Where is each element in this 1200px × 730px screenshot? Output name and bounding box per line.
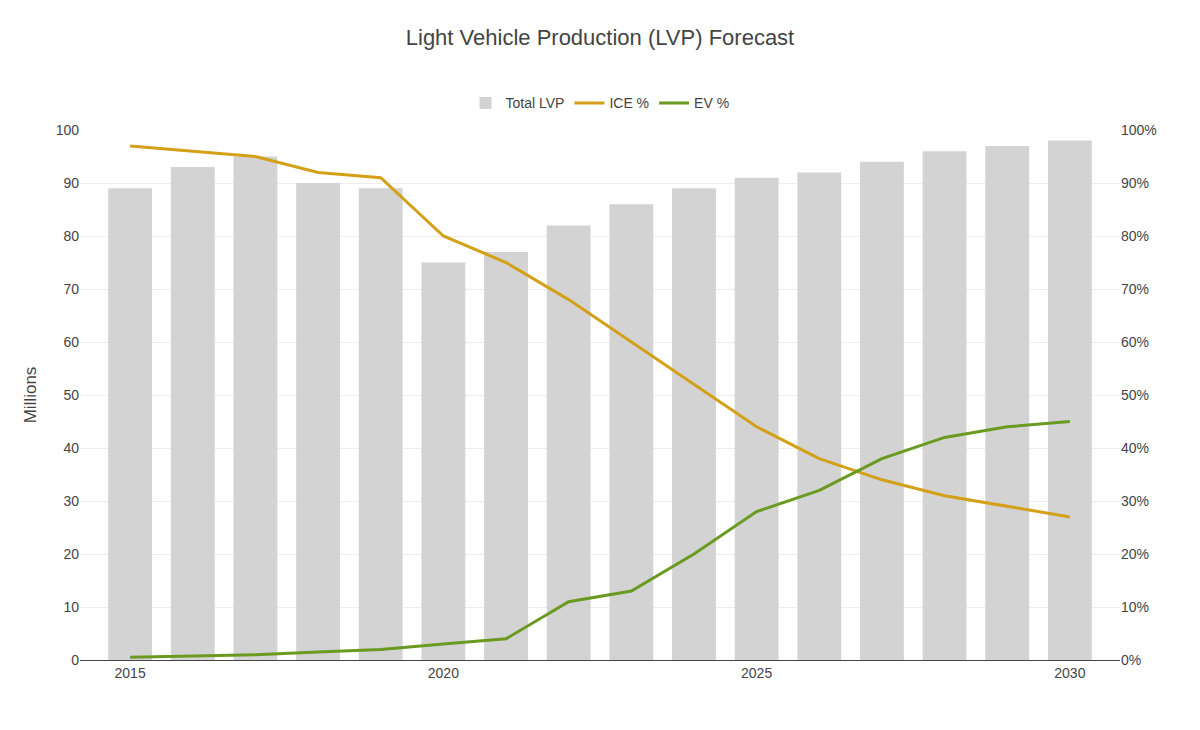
svg-text:100%: 100% <box>1121 122 1157 138</box>
svg-text:60: 60 <box>63 334 79 350</box>
svg-text:30: 30 <box>63 493 79 509</box>
svg-text:Millions: Millions <box>21 367 40 424</box>
svg-text:90: 90 <box>63 175 79 191</box>
svg-text:100: 100 <box>56 122 80 138</box>
svg-text:10: 10 <box>63 599 79 615</box>
svg-text:ICE %: ICE % <box>609 95 649 111</box>
svg-text:70%: 70% <box>1121 281 1149 297</box>
svg-text:70: 70 <box>63 281 79 297</box>
svg-text:10%: 10% <box>1121 599 1149 615</box>
svg-text:2025: 2025 <box>741 665 772 681</box>
svg-text:50: 50 <box>63 387 79 403</box>
svg-text:2020: 2020 <box>428 665 459 681</box>
svg-text:40: 40 <box>63 440 79 456</box>
svg-text:30%: 30% <box>1121 493 1149 509</box>
svg-text:80%: 80% <box>1121 228 1149 244</box>
svg-text:EV %: EV % <box>694 95 729 111</box>
svg-text:Total LVP: Total LVP <box>506 95 565 111</box>
svg-text:2030: 2030 <box>1054 665 1085 681</box>
svg-text:20: 20 <box>63 546 79 562</box>
svg-text:2015: 2015 <box>115 665 146 681</box>
svg-text:80: 80 <box>63 228 79 244</box>
svg-text:40%: 40% <box>1121 440 1149 456</box>
svg-text:90%: 90% <box>1121 175 1149 191</box>
svg-text:60%: 60% <box>1121 334 1149 350</box>
svg-text:0%: 0% <box>1121 652 1141 668</box>
svg-text:Light Vehicle Production (LVP): Light Vehicle Production (LVP) Forecast <box>406 25 794 50</box>
svg-text:50%: 50% <box>1121 387 1149 403</box>
svg-text:20%: 20% <box>1121 546 1149 562</box>
svg-text:0: 0 <box>71 652 79 668</box>
